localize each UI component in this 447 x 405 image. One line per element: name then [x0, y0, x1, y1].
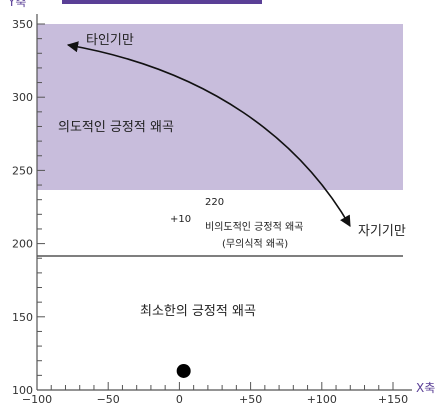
x-axis-name: X축 — [416, 381, 435, 395]
x-tick-label: 0 — [176, 393, 183, 405]
marker-plus10-label: +10 — [170, 214, 191, 225]
y-tick-label: 250 — [12, 164, 33, 177]
unconscious-illusion-label: (무의식적 왜곡) — [222, 238, 288, 250]
y-tick-label: 150 — [12, 311, 33, 324]
minimum-illusion-label: 최소한의 긍정적 왜곡 — [140, 304, 256, 319]
intentional-illusion-region — [37, 24, 403, 190]
x-tick-label: +50 — [239, 393, 262, 405]
x-tick-label: +100 — [307, 393, 337, 405]
x-tick-label: +150 — [378, 393, 408, 405]
y-tick-label: 300 — [12, 91, 33, 104]
other-deception-label: 타인기만 — [86, 33, 134, 48]
x-axis-ticks: −100 −50 0 +50 +100 +150 — [22, 382, 408, 405]
marker-220-label: 220 — [205, 197, 224, 208]
y-axis-name-underline — [62, 0, 262, 4]
x-tick-label: −50 — [97, 393, 120, 405]
deception-arrow — [66, 41, 351, 227]
y-axis-ticks: 100 150 200 250 300 350 — [12, 18, 45, 397]
y-tick-label: 350 — [12, 18, 33, 31]
origin-dot — [176, 363, 191, 378]
self-deception-label: 자기기만 — [358, 224, 406, 239]
y-tick-label: 200 — [12, 238, 33, 251]
x-tick-label: −100 — [22, 393, 52, 405]
y-tick-label: 100 — [12, 384, 33, 397]
unintentional-illusion-label: 비의도적인 긍정적 왜곡 — [205, 221, 303, 233]
y-axis-name: Y축 — [7, 0, 26, 9]
intentional-illusion-label: 의도적인 긍정적 왜곡 — [58, 120, 174, 135]
